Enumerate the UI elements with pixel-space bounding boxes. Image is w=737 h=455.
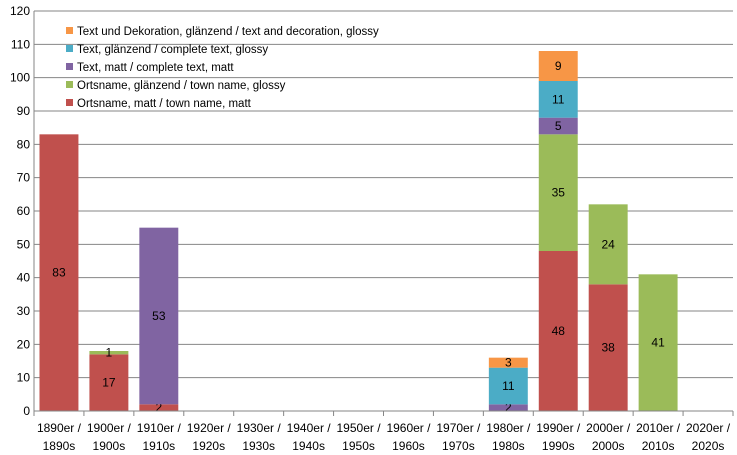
data-label: 9: [555, 59, 562, 73]
data-label: 2: [155, 401, 162, 415]
bar-segment: [488, 367, 528, 405]
bar-segment: [89, 351, 129, 355]
y-tick-label: 30: [17, 304, 31, 318]
y-tick-label: 70: [17, 171, 31, 185]
data-label: 53: [152, 309, 166, 323]
bar-segment: [538, 81, 578, 118]
legend-swatch: [66, 45, 73, 52]
bar-segment: [488, 404, 528, 411]
y-tick-label: 110: [11, 37, 30, 51]
legend-label: Text, matt / complete text, matt: [77, 62, 234, 74]
legend-swatch: [66, 27, 73, 34]
y-tick-label: 50: [17, 237, 31, 251]
data-label: 48: [552, 324, 566, 338]
bar-segment: [638, 274, 678, 411]
x-tick-label: 1900er /1900s: [87, 421, 132, 450]
y-tick-label: 90: [17, 104, 31, 118]
data-label: 38: [601, 341, 615, 355]
bar-segment: [89, 354, 129, 411]
bar-segment: [588, 284, 628, 411]
data-label: 1: [106, 346, 113, 360]
data-label: 11: [552, 92, 565, 106]
y-tick-label: 100: [10, 71, 30, 85]
data-label: 5: [555, 119, 562, 133]
legend-swatch: [66, 81, 73, 88]
x-tick-label: 1960er /1960s: [386, 421, 431, 450]
x-tick-label: 2020er /2020s: [686, 421, 731, 450]
legend-label: Ortsname, glänzend / town name, glossy: [77, 80, 286, 92]
x-tick-label: 1890er /1890s: [37, 421, 82, 450]
y-tick-label: 20: [17, 337, 31, 351]
y-tick-label: 120: [10, 4, 30, 18]
legend-swatch: [66, 99, 73, 106]
bars: 83 17 1 2 53 2 11 3 48 35 5 11 9 38 24 41: [39, 51, 678, 415]
data-label: 83: [52, 266, 66, 280]
legend-label: Text und Dekoration, glänzend / text and…: [77, 26, 379, 38]
bar-segment: [538, 134, 578, 251]
x-tick-label: 1980er /1980s: [486, 421, 531, 450]
data-label: 35: [552, 186, 566, 200]
data-label: 24: [601, 237, 615, 251]
bar-segment: [538, 117, 578, 135]
data-label: 41: [651, 336, 665, 350]
x-tick-label: 1930er /1930s: [237, 421, 282, 450]
bar-segment: [588, 204, 628, 285]
data-label: 2: [505, 401, 512, 415]
x-tick-label: 1910er /1910s: [137, 421, 182, 450]
bar-segment: [488, 357, 528, 368]
data-label: 11: [502, 379, 515, 393]
data-label: 3: [505, 356, 512, 370]
y-tick-label: 0: [23, 404, 30, 418]
y-tick-label: 10: [17, 371, 31, 385]
bar-segment: [139, 404, 179, 411]
data-label: 17: [102, 376, 116, 390]
y-tick-label: 40: [17, 271, 31, 285]
x-tick-label: 1940er /1940s: [287, 421, 332, 450]
y-tick-label: 80: [17, 137, 31, 151]
x-tick-label: 2000er /2000s: [586, 421, 631, 450]
legend-label: Text, glänzend / complete text, glossy: [77, 44, 268, 56]
x-tick-label: 1990er /1990s: [536, 421, 581, 450]
y-tick-label: 60: [17, 204, 31, 218]
bar-segment: [538, 251, 578, 411]
bar-segment: [139, 227, 179, 405]
x-tick-label: 1950er /1950s: [337, 421, 382, 450]
x-tick-label: 1970er /1970s: [436, 421, 481, 450]
x-tick-label: 1920er /1920s: [187, 421, 232, 450]
legend-label: Ortsname, matt / town name, matt: [77, 98, 252, 110]
legend: Text und Dekoration, glänzend / text and…: [66, 26, 379, 110]
bar-segment: [538, 51, 578, 81]
bar-segment: [39, 134, 79, 412]
x-tick-label: 2010er /2010s: [636, 421, 681, 450]
legend-swatch: [66, 63, 73, 70]
